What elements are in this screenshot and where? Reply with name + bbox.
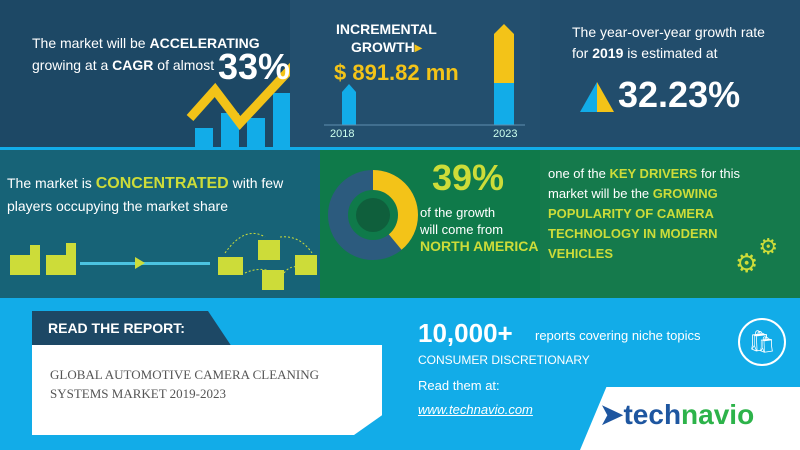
yoy-text-3: is estimated at (623, 45, 718, 61)
drivers-panel: one of the KEY DRIVERS for this market w… (540, 150, 800, 298)
logo-text-a: tech (623, 399, 682, 430)
triangle-up-icon (580, 82, 614, 112)
drivers-text-2: for this (697, 166, 740, 181)
drivers-bold-3: POPULARITY OF CAMERA (548, 206, 714, 221)
yoy-panel: The year-over-year growth rate for 2019 … (540, 0, 800, 147)
gears-icon: ⚙⚙ (735, 234, 779, 278)
cagr-bold: ACCELERATING (149, 35, 260, 51)
region-text-2: will come from (420, 222, 504, 237)
technavio-link[interactable]: www.technavio.com (418, 402, 533, 417)
region-name: NORTH AMERICA (420, 238, 539, 254)
incremental-panel: INCREMENTAL GROWTH▸ $ 891.82 mn 2018 202… (290, 0, 540, 147)
drivers-bold-5: VEHICLES (548, 246, 614, 261)
yoy-value: 32.23% (618, 74, 741, 115)
report-title: GLOBAL AUTOMOTIVE CAMERA CLEANING (50, 367, 320, 382)
report-title-card[interactable]: GLOBAL AUTOMOTIVE CAMERA CLEANING SYSTEM… (32, 345, 382, 435)
year-end: 2023 (493, 128, 518, 140)
concentration-text-2: with few (228, 175, 284, 191)
shopping-bag-icon: 🛍 (738, 318, 786, 366)
concentration-text-3: players occupying the market share (7, 198, 228, 214)
technavio-logo: ➤technavio (600, 399, 755, 430)
yoy-text-2: for (572, 45, 593, 61)
concentration-bold: CONCENTRATED (95, 175, 229, 192)
bar-icons (324, 24, 525, 126)
report-label: READ THE REPORT: (48, 320, 185, 336)
report-count: 10,000+ (418, 318, 513, 348)
logo-text-b: navio (681, 399, 755, 430)
region-share-arc (328, 170, 418, 260)
cagr-text-3: of almost (153, 57, 215, 73)
read-them-text: Read them at: (418, 378, 500, 393)
yoy-year: 2019 (592, 45, 624, 61)
logo-area (580, 387, 800, 450)
cagr-value: 33% (218, 46, 291, 87)
yoy-text: The year-over-year growth rate (572, 24, 765, 40)
region-value: 39% (432, 157, 505, 198)
incremental-label: INCREMENTAL (336, 21, 437, 37)
drivers-text-3: market will be the (548, 186, 653, 201)
report-title-2: SYSTEMS MARKET 2019-2023 (50, 386, 227, 401)
year-start: 2018 (330, 128, 355, 140)
drivers-bold: KEY DRIVERS (609, 166, 698, 181)
drivers-text: one of the (548, 166, 610, 181)
drivers-bold-4: TECHNOLOGY IN MODERN (548, 226, 718, 241)
drivers-bold-2: GROWING (652, 186, 718, 201)
growth-label: GROWTH (351, 39, 415, 55)
cagr-bold-2: CAGR (112, 57, 154, 73)
cagr-panel: The market will be ACCELERATING growing … (0, 0, 325, 148)
cagr-text-2: growing at a (32, 57, 113, 73)
concentration-text: The market is (7, 175, 96, 191)
incremental-value: $ 891.82 mn (334, 60, 459, 85)
cagr-text: The market will be (32, 35, 150, 51)
report-label-tab (32, 311, 232, 347)
region-panel: 39% of the growth will come from NORTH A… (320, 150, 540, 298)
concentration-panel: The market is CONCENTRATED with few play… (0, 150, 320, 298)
category: CONSUMER DISCRETIONARY (418, 353, 590, 367)
region-donut-chart (328, 170, 418, 260)
report-count-text: reports covering niche topics (535, 328, 701, 343)
region-text: of the growth (420, 205, 496, 220)
buildings-icon (10, 233, 317, 290)
